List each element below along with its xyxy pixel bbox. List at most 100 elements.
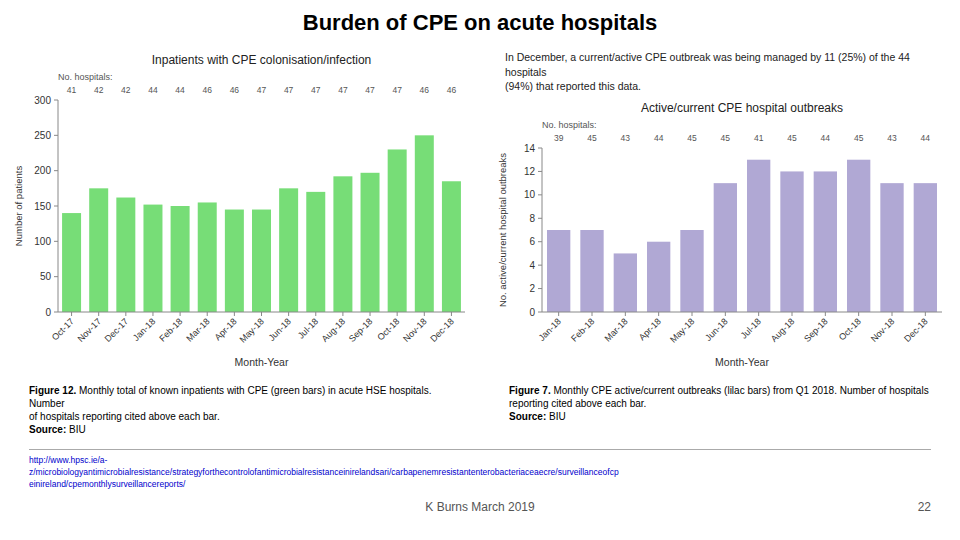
annotation-label: 46 — [202, 85, 212, 95]
x-tick-label: Nov-18 — [401, 316, 429, 344]
annotation-label: 46 — [420, 85, 430, 95]
x-tick-label: Feb-18 — [569, 316, 596, 343]
y-tick-label: 4 — [529, 260, 535, 271]
footer-url: z/microbiologyantimicrobialresistance/st… — [29, 467, 939, 477]
y-tick-label: 0 — [45, 307, 51, 318]
bar — [116, 198, 135, 312]
x-tick — [261, 312, 262, 316]
source-text: BIU — [549, 411, 566, 422]
x-tick — [125, 312, 126, 316]
x-tick — [658, 312, 659, 316]
y-tick-label: 150 — [34, 201, 51, 212]
annotation-label: 46 — [447, 85, 457, 95]
x-tick — [592, 312, 593, 316]
annotation-label: 47 — [365, 85, 375, 95]
bar — [333, 176, 352, 312]
bar — [415, 135, 434, 312]
x-tick-label: May-18 — [668, 316, 696, 344]
x-tick-label: Feb-18 — [157, 316, 184, 343]
x-tick — [825, 312, 826, 316]
annotation-label: 43 — [621, 133, 631, 143]
x-tick-label: Dec-18 — [902, 316, 930, 344]
annotation-title: No. hospitals: — [542, 120, 597, 130]
caption-source: Source: BIU — [509, 410, 949, 423]
bar — [580, 230, 603, 312]
x-tick-label: Aug-18 — [320, 316, 348, 344]
annotation-label: 47 — [311, 85, 321, 95]
annotation-label: 45 — [787, 133, 797, 143]
bar — [614, 253, 637, 312]
x-tick — [234, 312, 235, 316]
separator — [29, 449, 931, 450]
page-number: 22 — [918, 500, 931, 514]
y-tick-label: 0 — [529, 307, 535, 318]
title: Burden of CPE on acute hospitals — [0, 10, 960, 36]
annotation-label: 44 — [921, 133, 931, 143]
bar — [714, 183, 737, 312]
y-tick — [54, 206, 58, 207]
annotation-label: 41 — [67, 85, 77, 95]
annotation-title: No. hospitals: — [58, 72, 113, 82]
x-tick — [98, 312, 99, 316]
bar — [62, 213, 81, 312]
bar — [914, 183, 937, 312]
bar — [225, 210, 244, 312]
bar — [747, 160, 770, 312]
bars — [62, 135, 461, 312]
x-tick-label: Jul-18 — [296, 316, 320, 340]
annotation-label: 44 — [821, 133, 831, 143]
x-tick-label: Oct-18 — [375, 316, 401, 342]
annotation-label: 47 — [392, 85, 402, 95]
y-tick-label: 100 — [34, 236, 51, 247]
bar — [680, 230, 703, 312]
y-tick-label: 50 — [40, 271, 52, 282]
x-tick — [625, 312, 626, 316]
caption-line: Figure 7. Monthly CPE active/current out… — [509, 384, 949, 410]
x-tick — [451, 312, 452, 316]
chart-title: Active/current CPE hospital outbreaks — [641, 101, 843, 115]
y-tick — [538, 171, 542, 172]
x-tick-label: Nov-17 — [76, 316, 104, 344]
x-tick — [207, 312, 208, 316]
bar — [89, 188, 108, 312]
x-tick-label: Jun-18 — [703, 316, 730, 343]
annotation-label: 47 — [338, 85, 348, 95]
y-tick-label: 14 — [524, 143, 536, 154]
y-tick — [54, 241, 58, 242]
y-axis-label: Number of patients — [13, 166, 24, 247]
bar — [143, 205, 162, 312]
caption: Figure 12. Monthly total of known inpati… — [29, 384, 469, 436]
annotation-label: 42 — [121, 85, 131, 95]
annotation-label: 44 — [654, 133, 664, 143]
bars — [547, 160, 937, 312]
y-tick — [538, 218, 542, 219]
bar — [847, 160, 870, 312]
x-axis-line — [542, 312, 942, 313]
annotation-label: 45 — [587, 133, 597, 143]
x-tick — [288, 312, 289, 316]
x-tick — [342, 312, 343, 316]
bar — [171, 206, 190, 312]
y-tick — [538, 312, 542, 313]
bar — [647, 242, 670, 312]
y-tick — [54, 135, 58, 136]
x-tick-label: Jan-18 — [131, 316, 158, 343]
footer-author: K Burns March 2019 — [0, 500, 960, 514]
y-tick-label: 2 — [529, 283, 535, 294]
x-tick — [892, 312, 893, 316]
caption-line: Figure 12. Monthly total of known inpati… — [29, 384, 469, 423]
x-tick — [424, 312, 425, 316]
y-tick-label: 6 — [529, 236, 535, 247]
x-tick-label: Oct-17 — [50, 316, 76, 342]
x-tick — [858, 312, 859, 316]
y-tick — [538, 265, 542, 266]
x-axis-label: Month-Year — [235, 356, 289, 368]
annotation-label: 44 — [148, 85, 158, 95]
bar — [442, 181, 461, 312]
y-tick-label: 10 — [524, 189, 536, 200]
caption-text: Monthly CPE active/current outbreaks (li… — [509, 385, 929, 409]
x-tick-label: Apr-18 — [213, 316, 239, 342]
caption-source: Source: BIU — [29, 423, 469, 436]
annotation-label: 45 — [854, 133, 864, 143]
x-tick — [792, 312, 793, 316]
